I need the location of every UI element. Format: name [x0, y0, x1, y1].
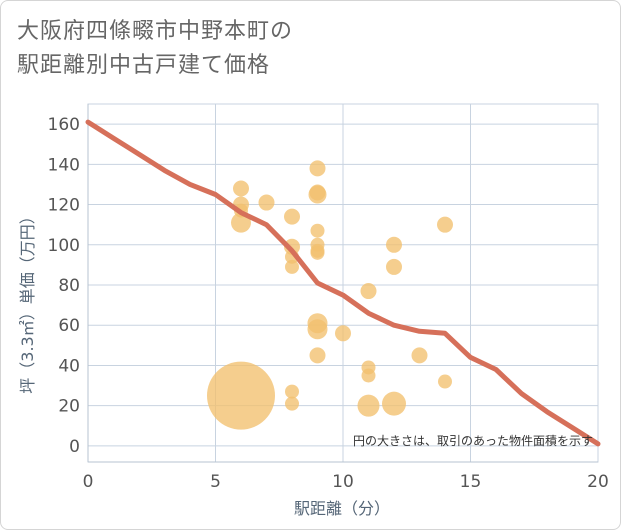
bubble-point [335, 325, 351, 342]
y-tick-label: 0 [69, 437, 80, 457]
bubble-point [310, 223, 325, 238]
bubble-point [361, 368, 376, 383]
x-tick-label: 20 [587, 472, 609, 492]
bubble-point [207, 361, 275, 430]
trend-line-series [85, 119, 601, 447]
chart-title: 大阪府四條畷市中野本町の 駅距離別中古戸建て価格 [17, 15, 293, 83]
y-tick-label: 100 [48, 236, 80, 256]
chart-title-line-2: 駅距離別中古戸建て価格 [17, 53, 271, 78]
bubble-point [233, 180, 249, 197]
x-tick-label: 15 [460, 472, 482, 492]
y-tick-label: 40 [58, 356, 80, 376]
bubble-point [357, 394, 380, 417]
bubble-point [411, 347, 428, 364]
x-axis-label: 駅距離（分） [294, 499, 390, 518]
y-tick-label: 140 [48, 155, 80, 175]
y-tick-label: 80 [58, 276, 80, 296]
grid [87, 103, 599, 463]
bubble-point [308, 185, 327, 204]
bubble-point [284, 208, 300, 225]
bubble-point [386, 236, 402, 253]
x-tick-label: 0 [83, 472, 94, 492]
y-tick-label: 120 [48, 196, 80, 216]
bubble-point [309, 347, 326, 364]
y-tick-label: 160 [48, 115, 80, 135]
chart-title-line-1: 大阪府四條畷市中野本町の [17, 19, 294, 44]
bubble-point [258, 194, 275, 211]
x-tick-label: 10 [332, 472, 354, 492]
bubble-point [309, 160, 326, 177]
bubble-point [285, 396, 299, 411]
chart-note: 円の大きさは、取引のあった物件面積を示す [353, 433, 593, 448]
x-tick-label: 5 [210, 472, 221, 492]
bubble-point [285, 384, 299, 399]
bubble-point [386, 258, 402, 275]
bubble-point [382, 391, 406, 416]
y-tick-label: 60 [58, 316, 80, 336]
bubble-point [438, 374, 452, 389]
bubble-point [360, 283, 377, 300]
bubble-point [285, 259, 299, 274]
y-axis-label: 坪（3.3㎡）単価（万円） [18, 208, 37, 393]
bubble-point [310, 245, 325, 260]
bubble-point [437, 216, 453, 233]
axes [87, 104, 598, 463]
tick-labels: 0 20 40 60 80 100 120 140 160 0 5 10 15 20 [48, 115, 609, 492]
bubble-point [284, 238, 300, 255]
trend-line [85, 119, 601, 447]
bubble-point [307, 319, 328, 340]
bubble-series [207, 160, 453, 430]
y-tick-label: 20 [58, 397, 80, 417]
